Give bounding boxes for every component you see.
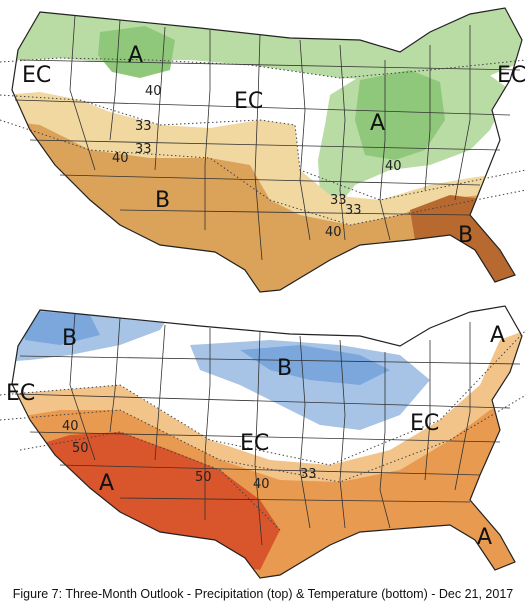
contour-40-east: 40: [385, 159, 402, 174]
label-ec-west: EC: [6, 381, 35, 406]
contour-40-west: 40: [62, 419, 79, 434]
us-outline: [11, 7, 523, 293]
precipitation-outlook-map: EC A EC A B B EC 40 33 33 40 40 33 33 40: [0, 0, 526, 300]
state-borders: [14, 312, 521, 546]
label-a-florida: A: [477, 525, 492, 550]
figure-caption: Figure 7: Three-Month Outlook - Precipit…: [12, 587, 514, 601]
label-a-southwest: A: [99, 471, 114, 496]
below-normal-core-northwest: [20, 310, 100, 345]
contour-40-west: 40: [112, 151, 129, 166]
contour-33-central: 33: [300, 467, 317, 482]
state-borders: [14, 14, 521, 261]
contour-50-central: 50: [195, 470, 212, 485]
label-ec-central: EC: [234, 89, 263, 114]
label-b-southeast: B: [458, 223, 473, 248]
label-a-eastcentral: A: [370, 111, 385, 136]
label-a-northwest: A: [128, 43, 143, 68]
contour-33-se-a: 33: [330, 193, 347, 208]
above-normal-core-southwest: [20, 432, 280, 570]
contour-40-central: 40: [253, 477, 270, 492]
label-a-northeast: A: [490, 323, 505, 348]
contour-33-se-b: 33: [345, 203, 362, 218]
contour-33-west-b: 33: [135, 142, 152, 157]
temperature-outlook-map: B B EC EC EC A A A 40 50 50 40 33: [0, 300, 526, 585]
label-b-northwest: B: [62, 326, 77, 351]
label-b-north: B: [277, 356, 292, 381]
above-normal-core-east: [355, 70, 445, 160]
probability-contours: [0, 57, 526, 226]
label-ec-east: EC: [410, 411, 439, 436]
contour-40-south: 40: [325, 225, 342, 240]
label-ec-northeast: EC: [497, 63, 526, 88]
contour-40-northwest: 40: [145, 84, 162, 99]
below-normal-core-north: [240, 345, 390, 385]
label-ec-central: EC: [240, 431, 269, 456]
us-outline: [11, 305, 523, 579]
contour-50-west: 50: [72, 441, 89, 456]
probability-contours: [0, 329, 526, 531]
label-ec-west: EC: [22, 63, 51, 88]
contour-33-west-a: 33: [135, 119, 152, 134]
label-b-southwest: B: [155, 188, 170, 213]
